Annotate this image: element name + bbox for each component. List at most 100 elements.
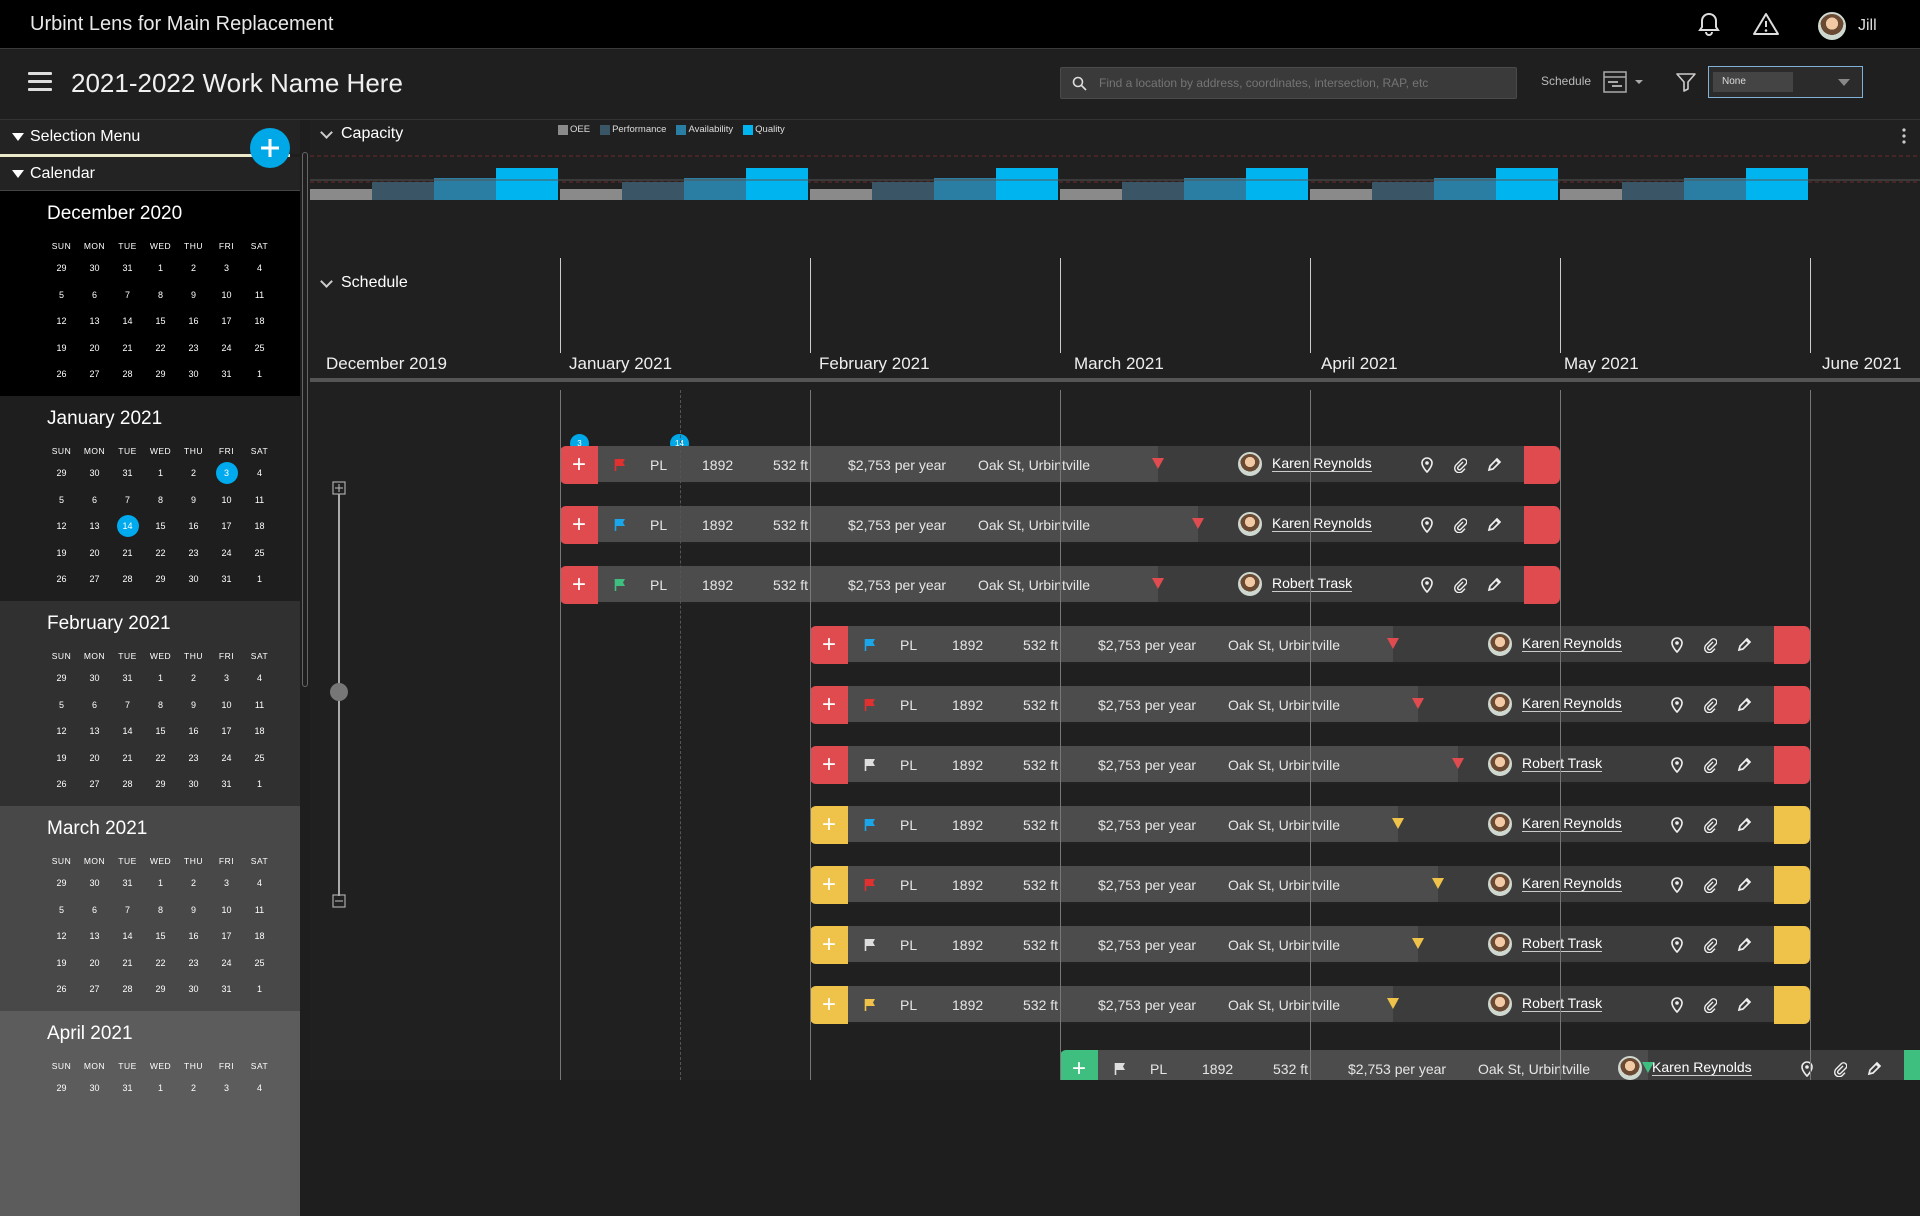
calendar-day[interactable]: 14	[122, 931, 133, 942]
expand-row-button[interactable]: +	[810, 926, 848, 964]
assignee[interactable]: Karen Reynolds	[1488, 632, 1622, 656]
work-item-row[interactable]: + PL 1892 532 ft $2,753 per year Oak St, Urbi…	[560, 566, 1560, 604]
flag-icon[interactable]	[864, 998, 876, 1017]
calendar-day[interactable]: 3	[223, 1083, 229, 1094]
calendar-day[interactable]: 3	[223, 673, 229, 684]
work-item-row[interactable]: + PL 1892 532 ft $2,753 per year Oak St, Urbi…	[810, 866, 1810, 904]
calendar-day[interactable]: 30	[89, 673, 100, 684]
calendar-day[interactable]: 12	[56, 931, 67, 942]
calendar-day[interactable]: 5	[58, 494, 64, 505]
assignee-name[interactable]: Karen Reynolds	[1272, 455, 1372, 472]
attachment-icon[interactable]	[1703, 817, 1718, 838]
flag-icon[interactable]	[614, 578, 626, 597]
assignee-name[interactable]: Robert Trask	[1522, 995, 1603, 1012]
calendar-day[interactable]: 28	[122, 779, 133, 790]
location-search[interactable]	[1060, 67, 1517, 99]
work-item-row[interactable]: + PL 1892 532 ft $2,753 per year Oak St, Urbi…	[810, 806, 1810, 844]
location-pin-icon[interactable]	[1800, 1061, 1814, 1080]
work-item-row[interactable]: + PL 1892 532 ft $2,753 per year Oak St, Urbi…	[810, 926, 1810, 964]
calendar-day[interactable]: 21	[122, 342, 133, 353]
assignee[interactable]: Karen Reynolds	[1238, 452, 1372, 476]
calendar-day[interactable]: 3	[210, 460, 243, 487]
calendar-day[interactable]: 29	[56, 1083, 67, 1094]
hamburger-menu-icon[interactable]	[28, 72, 52, 92]
edit-pencil-icon[interactable]	[1736, 877, 1752, 898]
edit-pencil-icon[interactable]	[1736, 937, 1752, 958]
capacity-header[interactable]: Capacity	[320, 125, 403, 143]
work-item-row[interactable]: + PL 1892 532 ft $2,753 per year Oak St, Urbi…	[810, 746, 1810, 784]
calendar-day[interactable]: 25	[254, 957, 265, 968]
calendar-day[interactable]: 19	[56, 342, 67, 353]
assignee[interactable]: Karen Reynolds	[1238, 512, 1372, 536]
sidebar-scrollbar[interactable]	[302, 152, 308, 687]
calendar-day[interactable]: 14	[111, 513, 144, 540]
warning-icon[interactable]	[1752, 10, 1780, 38]
calendar-day[interactable]: 16	[188, 931, 199, 942]
calendar-day[interactable]: 1	[256, 574, 262, 585]
assignee[interactable]: Karen Reynolds	[1488, 812, 1622, 836]
location-pin-icon[interactable]	[1670, 997, 1684, 1018]
calendar-day[interactable]: 3	[223, 263, 229, 274]
calendar-day[interactable]: 12	[56, 726, 67, 737]
flag-icon[interactable]	[864, 698, 876, 717]
attachment-icon[interactable]	[1703, 877, 1718, 898]
calendar-day[interactable]: 23	[188, 342, 199, 353]
work-item-row[interactable]: + PL 1892 532 ft $2,753 per year Oak St, Urbi…	[810, 626, 1810, 664]
calendar-day[interactable]: 16	[188, 316, 199, 327]
calendar-day[interactable]: 18	[254, 726, 265, 737]
calendar-day[interactable]: 20	[89, 957, 100, 968]
assignee-name[interactable]: Karen Reynolds	[1522, 815, 1622, 832]
calendar-day[interactable]: 1	[157, 468, 163, 479]
calendar-day[interactable]: 6	[91, 904, 97, 915]
calendar-day[interactable]: 22	[155, 547, 166, 558]
calendar-day[interactable]: 26	[56, 984, 67, 995]
attachment-icon[interactable]	[1703, 757, 1718, 778]
calendar-day[interactable]: 1	[157, 673, 163, 684]
calendar-day[interactable]: 30	[188, 369, 199, 380]
calendar-day[interactable]: 31	[122, 673, 133, 684]
calendar-day[interactable]: 26	[56, 369, 67, 380]
attachment-icon[interactable]	[1703, 637, 1718, 658]
calendar-day[interactable]: 2	[190, 1083, 196, 1094]
assignee-name[interactable]: Karen Reynolds	[1522, 635, 1622, 652]
assignee[interactable]: Robert Trask	[1488, 992, 1603, 1016]
calendar-day[interactable]: 31	[221, 574, 232, 585]
calendar-day[interactable]: 14	[122, 726, 133, 737]
assignee[interactable]: Robert Trask	[1238, 572, 1353, 596]
calendar-day[interactable]: 24	[221, 547, 232, 558]
zoom-slider[interactable]	[327, 480, 353, 915]
calendar-day[interactable]: 17	[221, 931, 232, 942]
calendar-day[interactable]: 6	[91, 289, 97, 300]
calendar-day[interactable]: 8	[157, 904, 163, 915]
edit-pencil-icon[interactable]	[1866, 1061, 1882, 1080]
calendar-day[interactable]: 31	[122, 878, 133, 889]
calendar-day[interactable]: 31	[122, 468, 133, 479]
attachment-icon[interactable]	[1703, 937, 1718, 958]
filter-icon[interactable]	[1675, 71, 1697, 98]
calendar-day[interactable]: 20	[89, 547, 100, 558]
edit-pencil-icon[interactable]	[1736, 817, 1752, 838]
calendar-day[interactable]: 22	[155, 957, 166, 968]
calendar-day[interactable]: 29	[155, 369, 166, 380]
schedule-header[interactable]: Schedule	[320, 274, 408, 292]
calendar-day[interactable]: 1	[157, 878, 163, 889]
calendar-day[interactable]: 9	[190, 699, 196, 710]
calendar-day[interactable]: 6	[91, 699, 97, 710]
calendar-day[interactable]: 30	[89, 263, 100, 274]
calendar-day[interactable]: 13	[89, 521, 100, 532]
calendar-day[interactable]: 26	[56, 779, 67, 790]
calendar-day[interactable]: 5	[58, 289, 64, 300]
calendar-day[interactable]: 29	[56, 468, 67, 479]
calendar-day[interactable]: 31	[221, 779, 232, 790]
schedule-view-dropdown[interactable]	[1603, 70, 1647, 99]
calendar-day[interactable]: 11	[254, 699, 265, 710]
calendar-day[interactable]: 9	[190, 494, 196, 505]
attachment-icon[interactable]	[1453, 577, 1468, 598]
calendar-day[interactable]: 31	[221, 369, 232, 380]
calendar-day[interactable]: 24	[221, 342, 232, 353]
assignee-name[interactable]: Karen Reynolds	[1522, 695, 1622, 712]
attachment-icon[interactable]	[1703, 997, 1718, 1018]
calendar-day[interactable]: 10	[221, 904, 232, 915]
calendar-day[interactable]: 11	[254, 904, 265, 915]
calendar-day[interactable]: 22	[155, 752, 166, 763]
